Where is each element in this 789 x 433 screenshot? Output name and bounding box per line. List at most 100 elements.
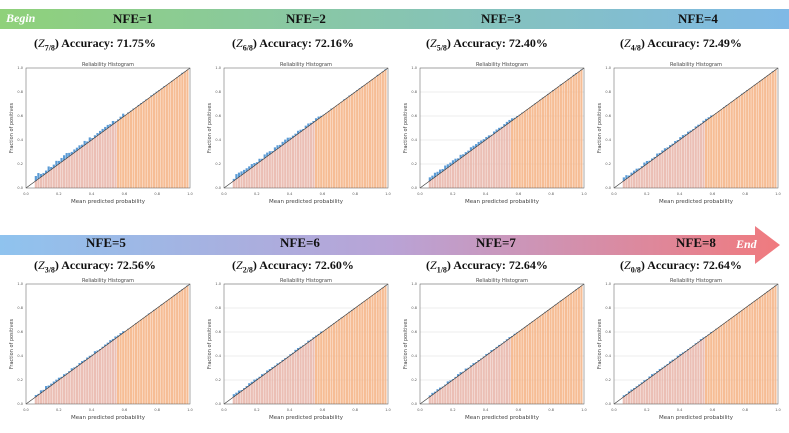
bar-accuracy-gap <box>96 133 99 136</box>
bar-confidence <box>63 160 66 188</box>
bar-accuracy-gap <box>263 154 266 159</box>
bar-confidence <box>513 118 516 188</box>
bar-accuracy-gap <box>627 175 631 178</box>
x-tick-label: 0.8 <box>742 192 748 196</box>
bar-confidence <box>694 128 697 188</box>
bar-confidence <box>243 389 246 404</box>
bar-accuracy-gap <box>80 144 84 147</box>
z-subscript: 5/8 <box>436 43 447 53</box>
y-tick-label: 1.0 <box>605 282 611 286</box>
bar-confidence <box>158 306 161 404</box>
bar-accuracy-gap <box>109 340 112 343</box>
y-tick-label: 0.0 <box>605 402 611 406</box>
bar-confidence <box>37 178 40 188</box>
bar-confidence <box>335 105 338 188</box>
bar-confidence <box>350 310 354 404</box>
z-subscript: 0/8 <box>630 265 641 275</box>
bar-confidence <box>302 130 305 188</box>
bar-accuracy-gap <box>45 386 48 390</box>
bar-confidence <box>761 79 764 188</box>
bar-confidence <box>276 148 279 188</box>
bar-confidence <box>134 323 138 404</box>
x-tick-label: 0.2 <box>644 408 650 412</box>
y-tick-label: 0.0 <box>17 402 23 406</box>
diagonal-line <box>613 283 779 405</box>
bar-confidence <box>309 340 313 404</box>
reliability-chart-2: 0.0 0.2 0.4 0.6 0.8 1.0 0.0 0.2 0.4 0.6 0.8 1.0 Reli… <box>204 60 399 212</box>
bar-confidence <box>176 77 179 188</box>
bar-confidence <box>371 295 374 404</box>
bar-confidence <box>286 357 289 404</box>
bar-accuracy-gap <box>320 115 323 117</box>
bar-accuracy-gap <box>266 152 269 157</box>
bar-accuracy-gap <box>658 368 661 371</box>
bar-accuracy-gap <box>39 173 43 178</box>
x-tick-label: 1.0 <box>775 408 781 412</box>
y-tick-label: 0.2 <box>17 378 23 382</box>
x-tick-label: 0.0 <box>23 408 29 412</box>
bar-confidence <box>296 133 300 188</box>
bar-confidence <box>567 79 570 188</box>
bar-accuracy-gap <box>181 72 184 74</box>
bar-confidence <box>689 347 692 404</box>
accuracy-label-6: (Z2/8) Accuracy: 72.60% <box>232 258 354 275</box>
bar-accuracy-gap <box>299 129 302 132</box>
bar-confidence <box>546 310 550 404</box>
bar-accuracy-gap <box>263 373 266 375</box>
bar-confidence <box>160 304 163 404</box>
bar-confidence <box>536 317 539 404</box>
accuracy-value: Accuracy: 72.64% <box>453 258 548 272</box>
y-tick-label: 0.8 <box>605 90 611 94</box>
accuracy-label-2: (Z6/8) Accuracy: 72.16% <box>232 36 354 53</box>
bar-confidence <box>495 131 498 188</box>
bar-confidence <box>570 293 573 404</box>
reliability-chart-svg: 0.0 0.2 0.4 0.6 0.8 1.0 0.0 0.2 0.4 0.6 0.8 1.0 Reli… <box>204 276 399 428</box>
bar-accuracy-gap <box>648 376 651 378</box>
bar-confidence <box>363 300 366 404</box>
bar-confidence <box>289 355 292 404</box>
reliability-chart-svg: 0.0 0.2 0.4 0.6 0.8 1.0 0.0 0.2 0.4 0.6 0.8 1.0 Reli… <box>400 276 595 428</box>
bar-confidence <box>338 319 341 404</box>
chart-title: Reliability Histogram <box>670 62 722 68</box>
bar-accuracy-gap <box>485 136 488 140</box>
x-tick-label: 0.4 <box>89 408 95 412</box>
y-tick-label: 0.0 <box>605 186 611 190</box>
bar-confidence <box>137 105 140 188</box>
reliability-chart-svg: 0.0 0.2 0.4 0.6 0.8 1.0 0.0 0.2 0.4 0.6 0.8 1.0 Reli… <box>594 60 789 212</box>
bar-confidence <box>243 173 246 188</box>
bar-confidence <box>140 319 143 404</box>
bar-confidence <box>60 378 63 404</box>
bar-confidence <box>356 90 359 188</box>
reliability-chart-4: 0.0 0.2 0.4 0.6 0.8 1.0 0.0 0.2 0.4 0.6 0.8 1.0 Reli… <box>594 60 789 212</box>
bar-accuracy-gap <box>57 377 61 380</box>
bar-accuracy-gap <box>98 349 102 350</box>
begin-label: Begin <box>6 11 36 25</box>
bar-accuracy-gap <box>93 135 97 138</box>
bar-accuracy-gap <box>50 383 53 386</box>
bar-confidence <box>572 75 575 188</box>
bar-confidence <box>86 143 89 188</box>
bar-accuracy-gap <box>469 147 473 151</box>
accuracy-value: Accuracy: 72.49% <box>647 36 742 50</box>
bar-confidence <box>340 317 343 404</box>
bar-confidence <box>771 287 774 404</box>
bar-confidence <box>348 312 351 404</box>
bar-accuracy-gap <box>653 373 656 375</box>
y-axis-label: Fraction of positives <box>403 103 409 154</box>
bar-confidence <box>472 364 475 404</box>
x-tick-label: 0.2 <box>450 192 456 196</box>
z-subscript: 3/8 <box>44 265 55 275</box>
axes-frame <box>419 283 585 405</box>
bar-accuracy-gap <box>431 392 434 395</box>
bar-accuracy-gap <box>232 394 235 397</box>
bar-accuracy-gap <box>91 354 94 356</box>
bar-confidence <box>147 314 150 404</box>
top-banner-gradient <box>0 9 789 29</box>
bar-confidence <box>170 297 174 404</box>
bar-confidence <box>232 180 235 188</box>
bar-confidence <box>284 359 287 404</box>
y-tick-label: 0.4 <box>605 138 611 142</box>
bar-accuracy-gap <box>699 123 703 125</box>
bar-confidence <box>544 312 547 404</box>
diagonal-line <box>419 67 585 189</box>
